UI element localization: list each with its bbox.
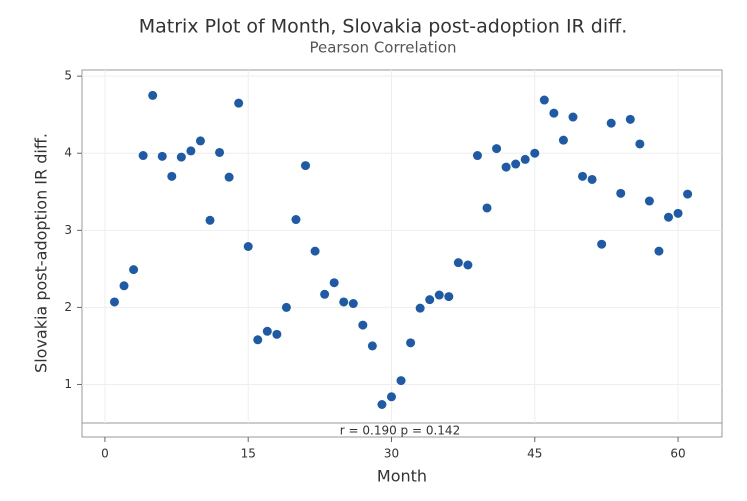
point	[568, 112, 578, 122]
point	[272, 329, 282, 339]
plot-frame	[81, 69, 723, 438]
point	[578, 171, 588, 181]
x-tick-label: 60	[670, 447, 685, 461]
chart-subtitle: Pearson Correlation	[309, 39, 456, 57]
point	[195, 136, 205, 146]
point	[148, 90, 158, 100]
point	[138, 151, 148, 161]
point	[224, 172, 234, 182]
point	[377, 400, 387, 410]
point	[511, 159, 521, 169]
point	[520, 154, 530, 164]
x-tick-label: 15	[241, 447, 256, 461]
point	[386, 392, 396, 402]
point	[109, 297, 119, 307]
point	[482, 203, 492, 213]
point	[406, 338, 416, 348]
point	[262, 326, 272, 336]
point	[587, 174, 597, 184]
point	[444, 292, 454, 302]
point	[186, 146, 196, 156]
point	[281, 302, 291, 312]
point	[472, 151, 482, 161]
point	[310, 246, 320, 256]
point	[243, 242, 253, 251]
point	[492, 144, 502, 154]
point	[129, 265, 139, 275]
annotation: r = 0.190 p = 0.142	[340, 424, 460, 438]
point	[320, 289, 330, 299]
y-tick-label: 1	[64, 377, 72, 391]
y-tick-label: 3	[64, 223, 72, 237]
y-axis-label: Slovakia post-adoption IR diff.	[32, 133, 51, 373]
point	[291, 215, 301, 225]
point	[234, 98, 244, 108]
x-tick-label: 45	[527, 447, 542, 461]
point	[549, 108, 559, 118]
point	[367, 341, 377, 351]
point	[434, 290, 444, 300]
point	[597, 239, 607, 249]
y-tick-label: 2	[64, 300, 72, 314]
point	[415, 303, 425, 313]
point	[339, 297, 349, 307]
y-tick-label: 5	[64, 69, 72, 83]
y-tick-label: 4	[64, 146, 72, 160]
point	[157, 151, 167, 161]
point	[558, 135, 568, 145]
point	[530, 148, 540, 158]
point	[119, 281, 129, 291]
point	[301, 161, 311, 171]
point	[329, 278, 339, 288]
point	[606, 118, 616, 128]
point	[625, 114, 635, 124]
point	[453, 258, 463, 268]
point	[654, 246, 664, 256]
point	[683, 189, 693, 199]
point	[253, 335, 263, 345]
point	[176, 152, 186, 162]
point	[425, 295, 435, 305]
point	[673, 208, 683, 218]
x-tick-label: 30	[384, 447, 399, 461]
point	[215, 147, 225, 157]
point	[539, 95, 549, 105]
point	[616, 188, 626, 198]
point	[205, 215, 215, 225]
point	[463, 260, 473, 270]
point	[167, 171, 177, 181]
chart-title: Matrix Plot of Month, Slovakia post-adop…	[139, 16, 628, 38]
point	[501, 162, 511, 172]
point	[644, 196, 654, 206]
x-axis-label: Month	[377, 467, 427, 486]
point	[664, 212, 674, 222]
point	[358, 320, 368, 330]
x-tick-label: 0	[101, 447, 109, 461]
point	[635, 139, 645, 149]
point	[348, 299, 358, 309]
point	[396, 376, 406, 386]
